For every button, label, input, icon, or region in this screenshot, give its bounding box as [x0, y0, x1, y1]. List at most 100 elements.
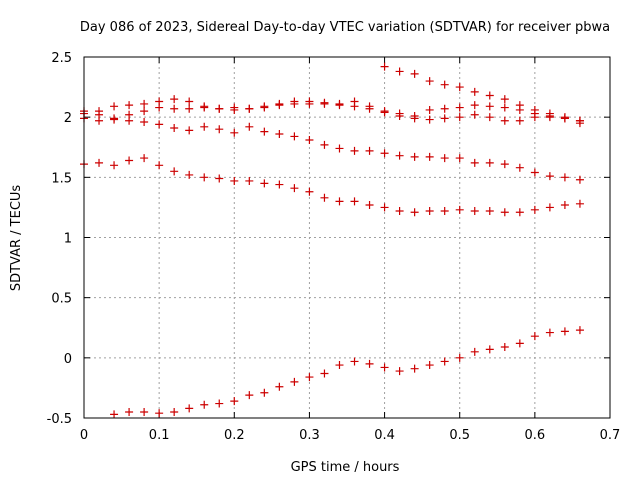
data-point [320, 98, 329, 107]
x-tick-label: 0.2 [224, 428, 245, 443]
series-series-d [80, 154, 584, 217]
series-series-f [380, 62, 584, 125]
data-point [170, 104, 179, 113]
data-point [245, 391, 254, 400]
data-point [275, 180, 284, 189]
data-point [380, 108, 389, 117]
data-point [515, 163, 524, 172]
data-point [320, 193, 329, 202]
data-point [575, 175, 584, 184]
data-point [260, 127, 269, 136]
data-point [260, 388, 269, 397]
data-point [575, 199, 584, 208]
data-point [575, 116, 584, 125]
data-point [140, 107, 149, 116]
y-tick-label: 2 [64, 111, 72, 126]
data-point [335, 99, 344, 108]
data-point [425, 361, 434, 370]
data-point [125, 156, 134, 165]
data-point [485, 207, 494, 216]
data-point [170, 167, 179, 176]
data-point [440, 104, 449, 113]
data-point [455, 103, 464, 112]
data-point [530, 105, 539, 114]
x-tick-label: 0.1 [149, 428, 170, 443]
data-point [545, 203, 554, 212]
data-point [335, 144, 344, 153]
data-point [260, 179, 269, 188]
data-point [200, 122, 209, 131]
data-point [125, 116, 134, 125]
data-point [320, 140, 329, 149]
data-point [140, 117, 149, 126]
data-point [485, 113, 494, 122]
data-point [425, 105, 434, 114]
data-point [410, 364, 419, 373]
y-axis-label: SDTVAR / TECUs [9, 185, 24, 292]
data-point [380, 62, 389, 71]
data-point [410, 208, 419, 217]
data-point [500, 160, 509, 169]
x-tick-label: 0 [80, 428, 88, 443]
data-point [470, 101, 479, 110]
data-point [380, 149, 389, 158]
data-point [410, 69, 419, 78]
data-point [155, 103, 164, 112]
data-point [470, 347, 479, 356]
data-point [95, 110, 104, 119]
data-point [275, 130, 284, 139]
x-axis-label: GPS time / hours [291, 460, 400, 475]
data-point [530, 113, 539, 122]
data-point [140, 154, 149, 163]
data-point [305, 373, 314, 382]
data-point [185, 104, 194, 113]
data-point [170, 95, 179, 104]
data-point [455, 113, 464, 122]
data-point [455, 83, 464, 92]
data-point [530, 332, 539, 341]
data-point [350, 102, 359, 111]
data-point [530, 205, 539, 214]
data-point [440, 357, 449, 366]
data-point [305, 99, 314, 108]
data-point [500, 343, 509, 352]
data-point [365, 146, 374, 155]
data-point [485, 158, 494, 167]
data-point [170, 123, 179, 132]
series-series-b [80, 98, 584, 128]
x-tick-label: 0.4 [374, 428, 395, 443]
axis-ticks: 0 0.1 0.2 0.3 0.4 0.5 0.6 0.7 -0.5 0 0.5 1 1.5 2 2.5 [47, 51, 621, 443]
data-point [125, 101, 134, 110]
data-point [410, 114, 419, 123]
data-point [200, 400, 209, 409]
data-point [200, 173, 209, 182]
series-series-c [80, 107, 584, 184]
data-point [290, 99, 299, 108]
y-tick-label: 1 [64, 232, 72, 247]
x-tick-label: 0.7 [600, 428, 621, 443]
data-point [230, 105, 239, 114]
data-point [245, 176, 254, 185]
data-point [185, 126, 194, 135]
y-tick-label: 0 [64, 352, 72, 367]
data-points [80, 62, 584, 419]
data-point [380, 203, 389, 212]
data-point [185, 404, 194, 413]
plot-frame [83, 56, 611, 419]
data-point [560, 113, 569, 122]
data-point [455, 154, 464, 163]
data-point [215, 104, 224, 113]
data-point [260, 103, 269, 112]
data-point [515, 339, 524, 348]
data-point [185, 97, 194, 106]
data-point [230, 397, 239, 406]
data-point [395, 151, 404, 160]
data-point [110, 115, 119, 124]
y-tick-label: -0.5 [47, 412, 72, 427]
grid-lines [84, 57, 610, 418]
data-point [380, 363, 389, 372]
data-point [395, 67, 404, 76]
data-point [500, 116, 509, 125]
data-point [365, 104, 374, 113]
